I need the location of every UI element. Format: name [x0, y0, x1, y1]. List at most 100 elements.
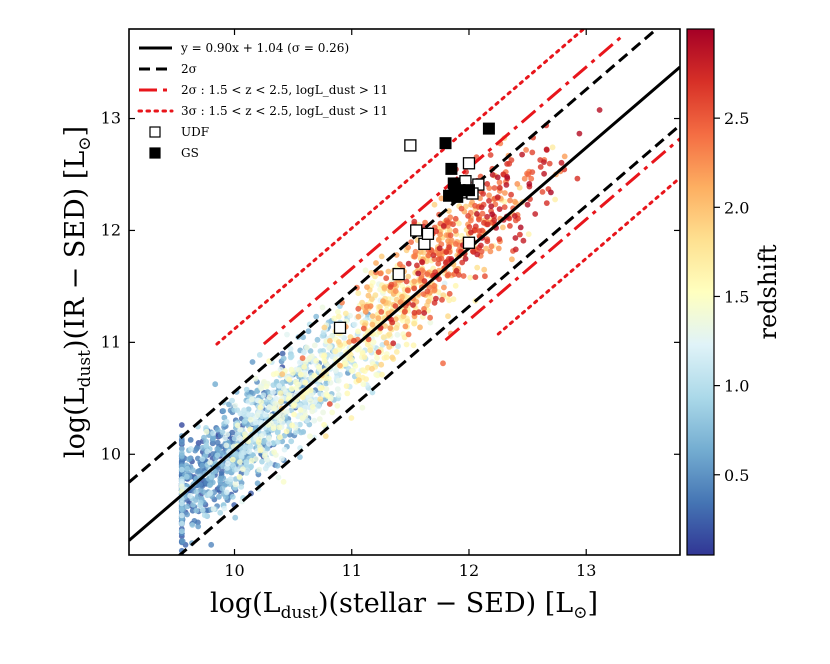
galaxy-point: [314, 336, 321, 343]
y-tick-label: 13: [101, 109, 121, 128]
galaxy-point: [425, 298, 432, 305]
galaxy-point: [484, 238, 491, 245]
galaxy-point: [323, 386, 330, 392]
galaxy-point: [178, 520, 185, 527]
galaxy-point: [226, 401, 232, 408]
galaxy-point: [360, 325, 367, 332]
galaxy-point: [262, 411, 269, 418]
galaxy-point: [441, 284, 447, 291]
gs-marker: [482, 122, 495, 135]
galaxy-point: [254, 412, 261, 419]
galaxy-point: [367, 303, 374, 309]
galaxy-point: [223, 442, 230, 449]
galaxy-point: [203, 428, 210, 435]
galaxy-point: [248, 396, 255, 403]
gs-marker: [462, 184, 475, 197]
galaxy-point: [290, 369, 296, 376]
galaxy-point: [271, 405, 278, 412]
galaxy-point: [189, 522, 196, 528]
galaxy-point: [346, 339, 353, 345]
galaxy-point: [543, 200, 550, 207]
galaxy-point: [297, 454, 303, 460]
galaxy-point: [344, 390, 351, 397]
galaxy-point: [392, 288, 399, 295]
galaxy-point: [351, 321, 358, 328]
galaxy-point: [402, 323, 409, 330]
galaxy-point: [193, 488, 200, 495]
galaxy-point: [178, 450, 185, 456]
galaxy-point: [446, 290, 453, 297]
galaxy-point: [232, 402, 239, 409]
galaxy-point: [411, 309, 418, 316]
galaxy-point: [254, 480, 261, 487]
galaxy-point: [288, 353, 295, 360]
gs-marker: [439, 137, 452, 150]
galaxy-point: [468, 229, 474, 236]
galaxy-point: [329, 409, 336, 416]
galaxy-point: [397, 299, 404, 306]
galaxy-point: [178, 500, 185, 507]
galaxy-point: [184, 511, 191, 518]
galaxy-point: [427, 314, 433, 321]
galaxy-point: [486, 192, 492, 199]
galaxy-point: [484, 181, 491, 187]
galaxy-point: [468, 217, 474, 224]
galaxy-point: [502, 190, 508, 196]
galaxy-point: [507, 223, 513, 229]
galaxy-point: [289, 422, 295, 429]
galaxy-point: [302, 379, 309, 386]
galaxy-point: [321, 324, 328, 331]
colorbar-tick-label: 1.0: [724, 377, 749, 396]
galaxy-point: [360, 367, 366, 373]
galaxy-point: [279, 350, 286, 357]
galaxy-point: [459, 259, 466, 266]
galaxy-point: [256, 352, 263, 358]
galaxy-point: [404, 318, 411, 325]
galaxy-point: [472, 223, 479, 230]
galaxy-point: [242, 418, 249, 424]
galaxy-point: [223, 418, 230, 425]
galaxy-point: [463, 203, 469, 210]
galaxy-point: [210, 506, 217, 512]
galaxy-point: [316, 364, 322, 370]
galaxy-point: [237, 426, 244, 433]
galaxy-point: [440, 223, 447, 229]
galaxy-point: [297, 421, 303, 428]
galaxy-point: [195, 523, 202, 530]
galaxy-point: [364, 341, 371, 348]
colorbar-tick-label: 2.5: [724, 109, 749, 128]
galaxy-point: [231, 435, 238, 442]
galaxy-point: [270, 382, 277, 388]
galaxy-point: [342, 310, 349, 317]
galaxy-point: [487, 248, 494, 255]
galaxy-point: [421, 310, 428, 316]
galaxy-point: [487, 152, 494, 158]
galaxy-point: [299, 415, 306, 422]
galaxy-point: [348, 415, 355, 421]
colorbar-tick-label: 1.5: [724, 287, 749, 306]
galaxy-point: [452, 282, 459, 289]
galaxy-point: [313, 357, 320, 364]
galaxy-point: [313, 313, 320, 320]
x-axis-title: log(Ldust)(stellar − SED) [L⊙]: [210, 588, 598, 623]
galaxy-point: [188, 446, 194, 452]
galaxy-point: [431, 282, 438, 289]
galaxy-point: [178, 483, 185, 490]
udf-marker: [462, 157, 476, 170]
galaxy-point: [526, 181, 533, 187]
galaxy-point: [241, 449, 247, 456]
galaxy-point: [317, 396, 324, 403]
galaxy-point: [258, 399, 264, 405]
galaxy-point: [227, 476, 234, 482]
galaxy-point: [305, 328, 312, 335]
galaxy-point: [237, 459, 243, 465]
galaxy-point: [242, 444, 249, 451]
galaxy-point: [363, 376, 369, 382]
galaxy-point: [509, 256, 515, 263]
galaxy-point: [327, 343, 333, 350]
galaxy-point: [361, 354, 368, 360]
galaxy-point: [512, 246, 519, 253]
galaxy-point: [433, 228, 439, 235]
galaxy-point: [408, 239, 414, 246]
